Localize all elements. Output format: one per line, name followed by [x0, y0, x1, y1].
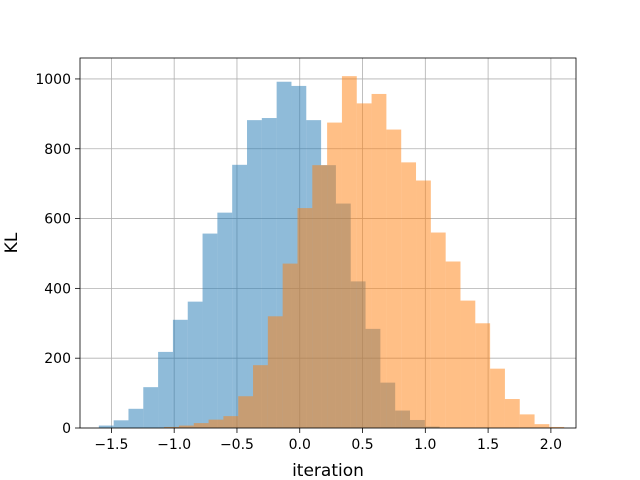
histogram-bar-series-1: [98, 425, 114, 428]
histogram-bar-series-2: [193, 423, 209, 428]
histogram-bar-series-1: [158, 351, 173, 428]
x-tick-label: 0.5: [351, 437, 373, 453]
histogram-bar-series-2: [267, 316, 283, 428]
histogram-bar-series-2: [327, 122, 342, 428]
histogram-bar-series-2: [534, 424, 550, 428]
histogram-bar-series-2: [312, 165, 328, 428]
histogram-bar-series-2: [460, 300, 476, 428]
histogram-bar-series-2: [504, 399, 520, 428]
histogram-bar-series-2: [341, 76, 357, 428]
histogram-bar-series-2: [549, 426, 565, 428]
histogram-bar-series-2: [430, 232, 446, 428]
y-tick-label: 200: [44, 351, 71, 367]
histogram-bar-series-2: [445, 261, 461, 428]
histogram-bar-series-1: [143, 387, 159, 428]
histogram-bar-series-2: [519, 414, 535, 428]
x-axis-label: iteration: [292, 461, 364, 480]
histogram-bar-series-2: [253, 365, 268, 428]
histogram-bar-series-2: [475, 323, 491, 428]
y-tick-label: 400: [44, 281, 71, 297]
histogram-bar-series-2: [178, 425, 194, 428]
x-tick-label: −1.0: [157, 437, 191, 453]
y-axis-label: KL: [2, 232, 22, 253]
histogram-bar-series-1: [128, 408, 144, 428]
x-tick-label: −1.5: [94, 437, 128, 453]
histogram-bar-series-2: [416, 180, 431, 428]
histogram-bar-series-1: [113, 420, 129, 428]
x-tick-label: 0.0: [289, 437, 311, 453]
x-tick-label: 2.0: [540, 437, 562, 453]
bars-layer: [98, 76, 565, 429]
histogram-bar-series-2: [223, 416, 239, 428]
y-tick-label: 800: [44, 142, 71, 158]
histogram-bar-series-2: [282, 263, 298, 428]
histogram-bar-series-2: [297, 208, 313, 428]
histogram-bar-series-2: [356, 103, 372, 429]
histogram-bar-series-2: [238, 396, 254, 428]
plot-frame: [79, 57, 577, 429]
histogram-bar-series-2: [386, 129, 402, 428]
histogram-bar-series-2: [371, 93, 387, 429]
ticks-layer: −1.5 −1.0 −0.5 0.0 0.5 1.0 1.5 2.0 0 200 400 600 800…: [35, 72, 562, 453]
histogram-bar-series-2: [164, 426, 179, 428]
x-tick-label: −0.5: [220, 437, 254, 453]
x-tick-label: 1.0: [414, 437, 436, 453]
histogram-bar-series-1: [202, 233, 218, 428]
histogram-bar-series-2: [401, 162, 417, 428]
histogram-bar-series-1: [187, 301, 203, 428]
histogram-bar-series-1: [247, 120, 262, 428]
histogram-bar-series-1: [217, 212, 233, 428]
histogram-bar-series-2: [208, 419, 224, 428]
y-tick-label: 0: [62, 421, 71, 437]
x-tick-label: 1.5: [477, 437, 499, 453]
histogram-bar-series-2: [490, 368, 505, 428]
y-tick-label: 1000: [35, 72, 71, 88]
histogram-bar-series-1: [172, 319, 188, 428]
histogram-bar-series-1: [232, 164, 248, 428]
y-tick-label: 600: [44, 212, 71, 228]
